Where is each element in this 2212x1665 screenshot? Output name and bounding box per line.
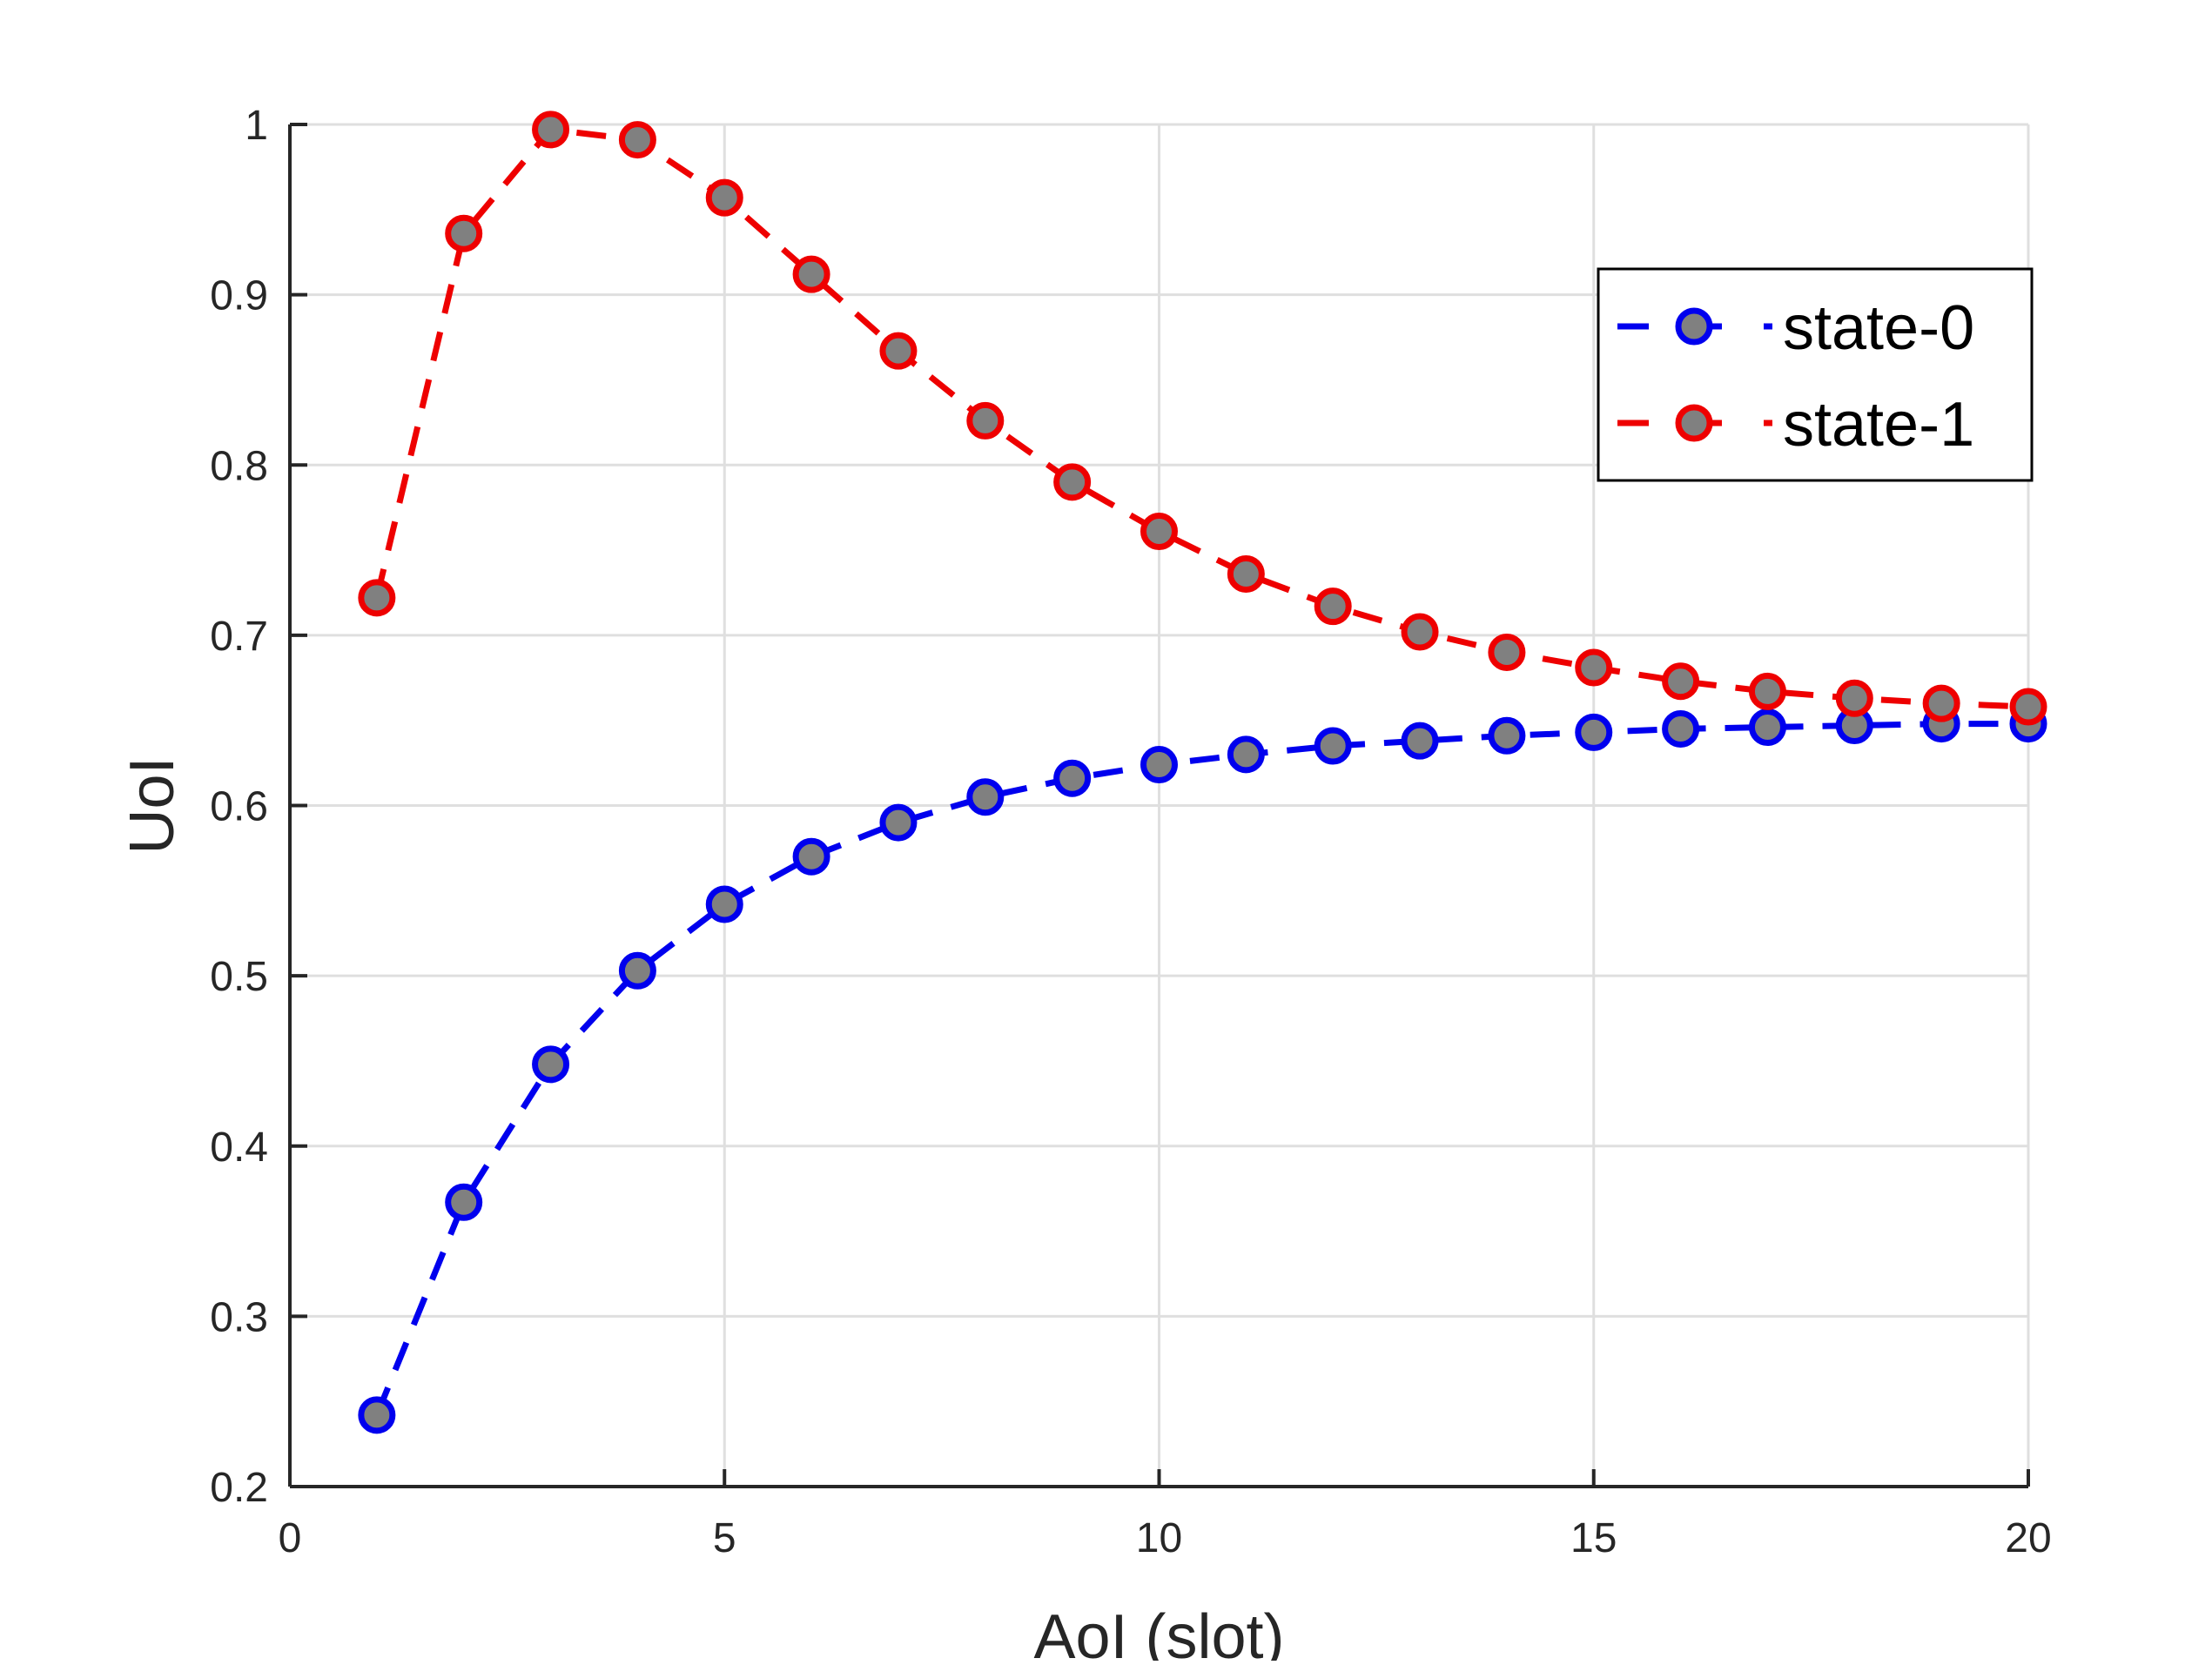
legend-label-state-1: state-1 xyxy=(1783,390,1974,460)
series-state-0 xyxy=(358,705,2047,1434)
y-tick-label: 0.6 xyxy=(210,784,268,830)
data-point-state-0 xyxy=(792,837,830,876)
data-point-state-0 xyxy=(1748,708,1786,747)
series-state-1 xyxy=(358,111,2047,726)
x-tick-label: 0 xyxy=(279,1515,302,1561)
data-point-state-1 xyxy=(705,178,743,217)
data-point-state-1 xyxy=(2009,688,2047,726)
data-point-state-0 xyxy=(879,803,918,842)
x-axis-ticks: 0 5 10 15 20 xyxy=(279,1469,2052,1561)
data-point-state-0 xyxy=(445,1183,483,1221)
data-point-state-0 xyxy=(966,778,1005,816)
legend: state-0 state-1 xyxy=(1597,267,2034,482)
y-tick-label: 0.3 xyxy=(210,1294,268,1340)
data-point-state-0 xyxy=(618,951,656,990)
data-point-state-0 xyxy=(1401,722,1439,760)
data-point-state-0 xyxy=(1575,713,1613,751)
series-layer xyxy=(358,111,2047,1434)
legend-marker-state-1 xyxy=(1675,404,1713,442)
data-point-state-1 xyxy=(1314,587,1352,626)
y-tick-label: 0.9 xyxy=(210,273,268,319)
data-point-state-1 xyxy=(1227,554,1265,593)
data-point-state-0 xyxy=(1662,709,1700,748)
data-point-state-1 xyxy=(966,401,1005,440)
legend-item-state-0: state-0 xyxy=(1617,293,1974,363)
data-point-state-1 xyxy=(1748,672,1786,710)
y-tick-label: 0.5 xyxy=(210,954,268,1000)
data-point-state-0 xyxy=(358,1396,396,1434)
y-tick-label: 0.8 xyxy=(210,443,268,489)
y-tick-label: 1 xyxy=(245,103,268,149)
data-point-state-1 xyxy=(1140,513,1178,551)
data-point-state-1 xyxy=(1401,613,1439,651)
data-point-state-0 xyxy=(1314,727,1352,765)
data-point-state-1 xyxy=(618,121,656,159)
data-point-state-1 xyxy=(879,332,918,370)
legend-label-state-0: state-0 xyxy=(1783,293,1974,363)
data-point-state-1 xyxy=(1053,463,1092,501)
y-tick-label: 0.2 xyxy=(210,1465,268,1511)
data-point-state-0 xyxy=(1488,716,1526,755)
data-point-state-0 xyxy=(1053,759,1092,797)
x-axis-label: AoI (slot) xyxy=(1033,1602,1284,1661)
data-point-state-1 xyxy=(532,111,570,149)
x-tick-label: 15 xyxy=(1570,1515,1617,1561)
data-point-state-1 xyxy=(1662,662,1700,701)
legend-item-state-1: state-1 xyxy=(1617,390,1974,460)
legend-marker-state-0 xyxy=(1675,307,1713,346)
x-tick-label: 10 xyxy=(1136,1515,1182,1561)
data-point-state-1 xyxy=(792,255,830,293)
legend-box xyxy=(1597,267,2034,482)
data-point-state-0 xyxy=(1140,746,1178,784)
data-point-state-0 xyxy=(705,885,743,923)
x-tick-label: 5 xyxy=(713,1515,736,1561)
y-tick-label: 0.7 xyxy=(210,614,268,660)
data-point-state-1 xyxy=(1575,648,1613,687)
data-point-state-1 xyxy=(1835,679,1873,717)
data-point-state-0 xyxy=(1227,735,1265,774)
data-point-state-1 xyxy=(1922,684,1960,722)
y-axis-ticks: 0.2 0.3 0.4 0.5 0.6 0.7 0.8 0.9 1 xyxy=(210,103,307,1511)
data-point-state-1 xyxy=(445,214,483,252)
y-axis-label: UoI xyxy=(118,756,187,854)
data-point-state-1 xyxy=(1488,633,1526,671)
data-point-state-0 xyxy=(532,1045,570,1084)
y-tick-label: 0.4 xyxy=(210,1125,268,1171)
data-point-state-1 xyxy=(358,579,396,617)
x-tick-label: 20 xyxy=(2005,1515,2051,1561)
